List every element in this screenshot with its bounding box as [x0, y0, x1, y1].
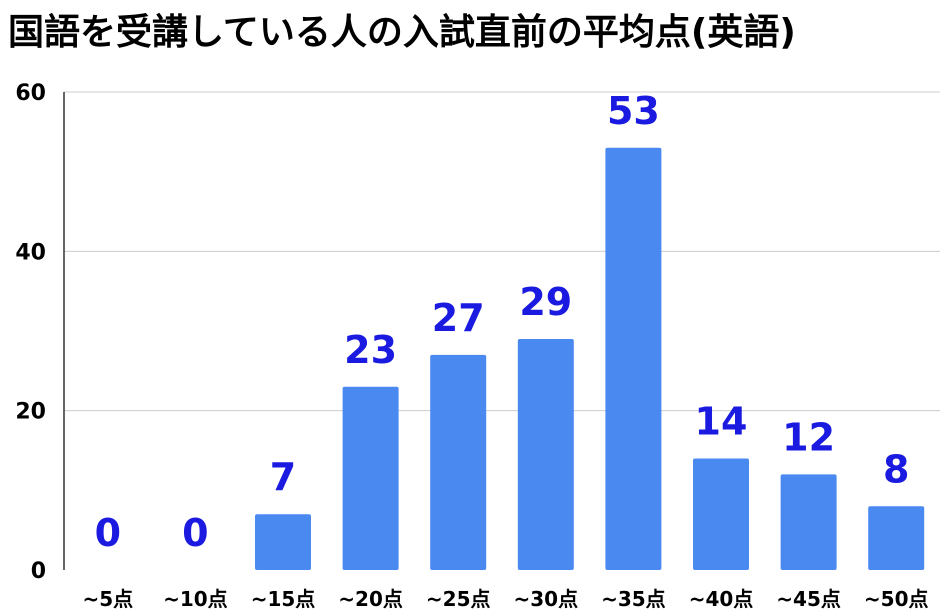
x-axis-ticks: ~5点 ~10点 ~15点 ~20点 ~25点 ~30点 ~35点 ~40点 ~45点 ~50点	[82, 587, 928, 611]
bar	[780, 474, 837, 570]
data-label: 0	[95, 511, 121, 555]
bar	[868, 506, 925, 570]
y-tick-label: 0	[31, 559, 46, 584]
chart-title: 国語を受講している人の入試直前の平均点(英語)	[8, 11, 796, 53]
x-tick-label: ~5点	[82, 587, 133, 611]
x-tick-label: ~35点	[601, 587, 666, 611]
data-label: 8	[883, 447, 909, 491]
data-label: 23	[344, 328, 397, 372]
x-tick-label: ~20点	[338, 587, 403, 611]
x-tick-label: ~50点	[864, 587, 929, 611]
bar	[342, 386, 399, 570]
y-tick-label: 20	[15, 400, 46, 425]
bar	[693, 458, 749, 570]
x-tick-label: ~15点	[251, 587, 316, 611]
bar	[605, 147, 662, 570]
y-axis-ticks: 0 20 40 60	[15, 81, 46, 584]
data-labels: 0 0 7 23 27 29 53 14 12 8	[95, 89, 910, 555]
data-label: 14	[695, 399, 748, 443]
data-label: 7	[270, 455, 296, 499]
data-label: 27	[432, 296, 485, 340]
data-label: 29	[519, 280, 572, 324]
x-tick-label: ~25点	[426, 587, 491, 611]
y-tick-label: 40	[15, 240, 46, 265]
data-label: 12	[782, 415, 835, 459]
bar	[517, 338, 574, 570]
data-label: 53	[607, 89, 660, 133]
gridlines	[64, 91, 940, 412]
y-tick-label: 60	[15, 81, 46, 106]
bars	[255, 147, 925, 570]
bar	[255, 514, 311, 570]
bar	[430, 354, 487, 570]
x-tick-label: ~30点	[514, 587, 579, 611]
x-tick-label: ~45点	[776, 587, 841, 611]
x-tick-label: ~10点	[163, 587, 228, 611]
data-label: 0	[182, 511, 208, 555]
x-tick-label: ~40点	[689, 587, 754, 611]
